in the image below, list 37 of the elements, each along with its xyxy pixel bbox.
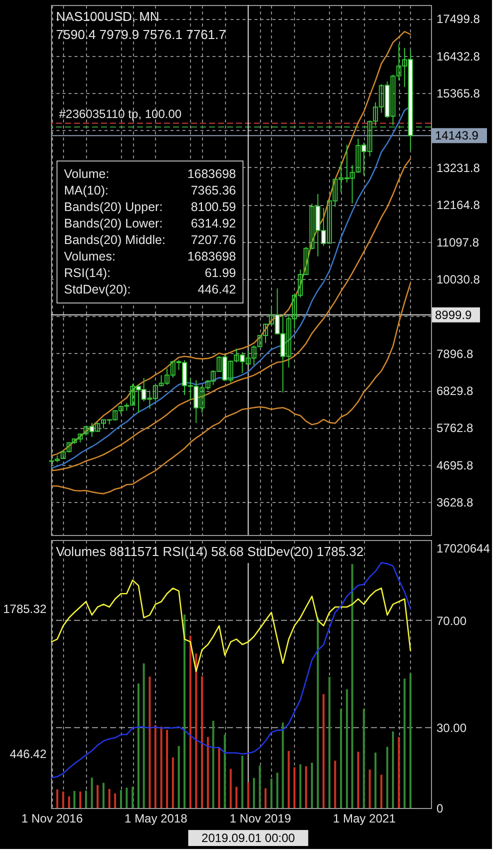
y-tick-label: 5762.8 [436, 421, 474, 436]
text: 7590.4 7979.9 7576.1 7761.7 [56, 27, 226, 42]
y-tick-label: 7896.8 [436, 346, 474, 361]
y2-tick-label: 70.00 [436, 614, 467, 628]
ref-line-label: #236035110 tp, 100.00 [59, 107, 182, 122]
y-tick-label: 15365.8 [436, 86, 480, 101]
text: StdDev(20): 446.42 [64, 282, 236, 296]
x-tick-label: 1 May 2021 [333, 812, 396, 826]
ref-line-label: 8999.9 [435, 308, 472, 322]
x-tick-label: 1 Nov 2016 [21, 812, 84, 826]
y3-tick-label: 446.42 [10, 746, 47, 761]
text: Bands(20) Lower: 6314.92 [64, 216, 236, 230]
text: Volumes: 1683698 [64, 250, 236, 264]
text: RSI(14): 61.99 [64, 266, 236, 280]
text: Bands(20) Upper: 8100.59 [64, 200, 236, 214]
y-tick-label: 17020644 [436, 542, 490, 556]
y-tick-label: 17499.8 [436, 12, 480, 26]
y-tick-label: 16432.8 [436, 49, 480, 64]
x-tick-label: 1 Nov 2019 [230, 812, 292, 826]
text: Bands(20) Middle: 7207.76 [64, 233, 236, 247]
y-tick-label: 11097.8 [436, 235, 480, 250]
y-tick-label: 3628.8 [436, 496, 474, 510]
y-tick-label: 6829.8 [436, 384, 474, 398]
y-tick-label: 4695.8 [436, 458, 474, 472]
chart-title: Volumes 8811571 RSI(14) 58.68 StdDev(20) 1785.32 [56, 544, 364, 559]
y3-tick-label: 1785.32 [3, 602, 47, 616]
text: Volume: 1683698 [64, 167, 236, 181]
text: MA(10): 7365.36 [64, 184, 236, 198]
y-tick-label: 12164.8 [436, 198, 480, 212]
ref-line-label: 2019.09.01 00:00 [202, 831, 296, 845]
y2-tick-label: 30.00 [436, 721, 467, 736]
x-tick-label: 1 May 2018 [124, 812, 188, 826]
y-tick-label: 0 [436, 802, 444, 816]
ref-line-label: 14143.9 [435, 128, 479, 143]
y-tick-label: 10030.8 [436, 272, 480, 286]
y-tick-label: 13231.8 [436, 160, 480, 175]
chart-title: NAS100USD, MN [56, 9, 160, 24]
